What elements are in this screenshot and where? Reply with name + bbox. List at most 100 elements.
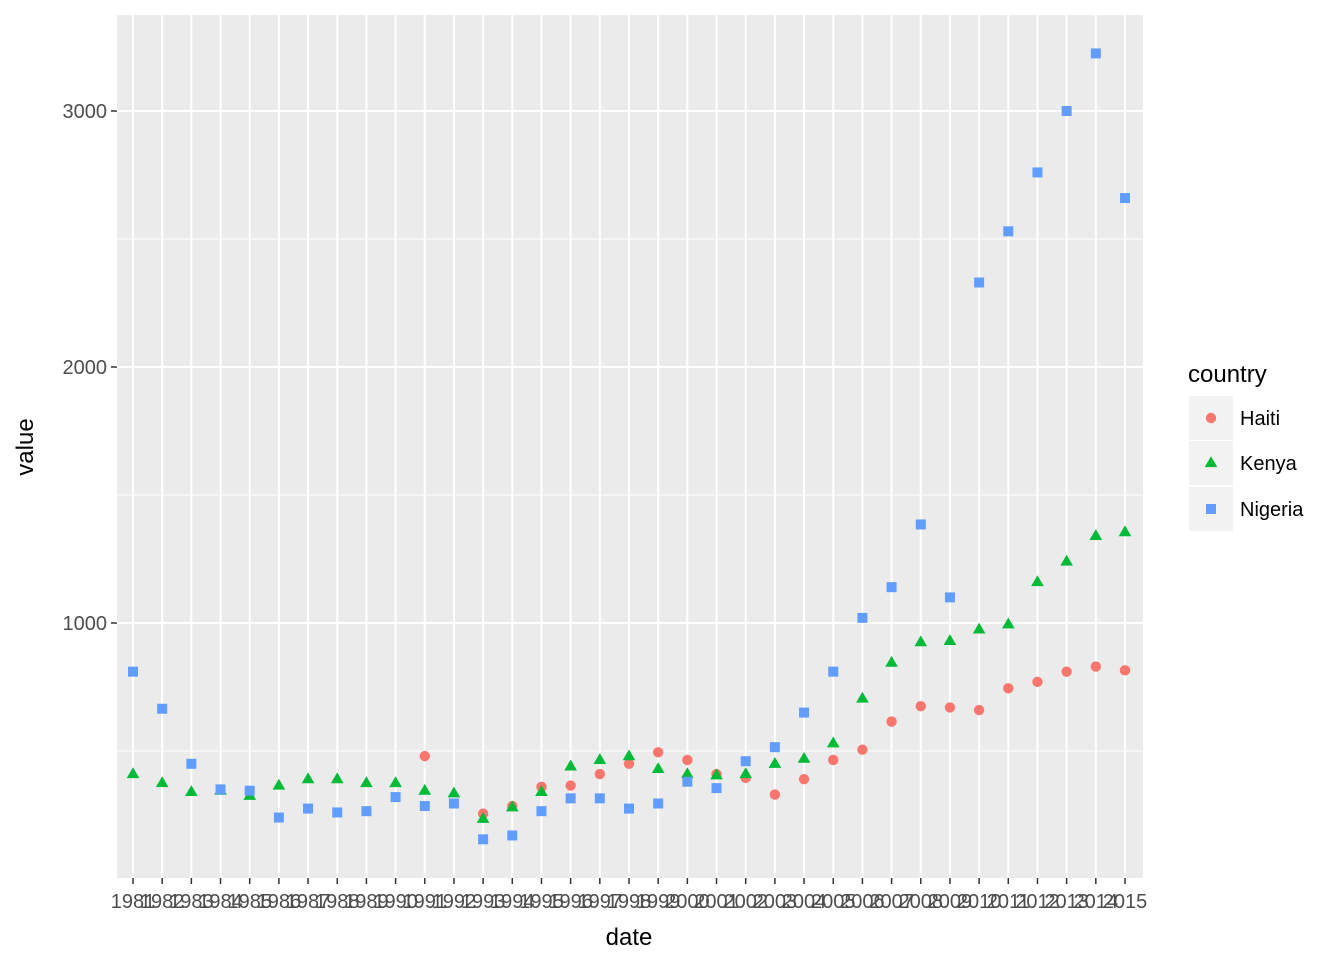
data-point-nigeria xyxy=(740,756,751,767)
data-point-kenya xyxy=(564,759,577,771)
x-tick-label: 1994 xyxy=(490,891,535,913)
plot-panel xyxy=(117,15,1143,878)
data-point-kenya xyxy=(1060,554,1073,566)
x-tick-label: 1997 xyxy=(578,891,623,913)
x-tick-label: 1985 xyxy=(227,891,272,913)
axes: 1000 2000 3000 1981198219831984198519861987… xyxy=(63,101,1148,913)
data-point-nigeria xyxy=(303,803,314,814)
data-point-haiti xyxy=(419,750,430,762)
data-point-kenya xyxy=(856,691,869,703)
data-point-nigeria xyxy=(507,830,518,841)
data-point-kenya xyxy=(476,812,490,823)
data-point-nigeria xyxy=(682,776,693,787)
x-tick-label: 1993 xyxy=(461,891,506,913)
data-point-nigeria xyxy=(944,592,955,603)
data-point-haiti xyxy=(886,716,897,727)
x-tick-label: 2011 xyxy=(987,891,1030,913)
data-point-haiti xyxy=(1032,676,1043,688)
data-point-nigeria xyxy=(594,793,605,804)
data-point-nigeria xyxy=(1090,48,1101,59)
x-tick-label: 2012 xyxy=(1015,891,1060,913)
x-tick-label: 1981 xyxy=(111,891,156,913)
data-point-kenya xyxy=(418,783,432,795)
legend-symbol-nigeria xyxy=(1206,504,1216,514)
data-point-nigeria xyxy=(915,519,926,530)
data-point-nigeria xyxy=(1061,106,1072,116)
data-point-kenya xyxy=(1089,529,1103,541)
data-point-haiti xyxy=(944,702,956,713)
data-point-kenya xyxy=(155,776,169,788)
x-tick-label: 1983 xyxy=(169,891,214,913)
data-point-haiti xyxy=(1119,665,1131,676)
x-tick-label: 2010 xyxy=(957,891,1002,913)
x-tick-label: 1991 xyxy=(403,891,448,913)
data-point-kenya xyxy=(739,767,753,779)
legend-label: Nigeria xyxy=(1240,499,1304,521)
x-tick-label: 1999 xyxy=(636,891,681,913)
data-point-nigeria xyxy=(974,277,985,288)
x-tick-label: 2014 xyxy=(1074,891,1119,913)
data-point-kenya xyxy=(535,785,548,797)
legend: country Haiti Kenya Nigeria xyxy=(1188,361,1304,531)
x-tick-label: 1996 xyxy=(548,891,593,913)
data-point-kenya xyxy=(710,768,723,780)
data-point-nigeria xyxy=(128,666,138,677)
data-point-nigeria xyxy=(828,666,839,677)
data-point-nigeria xyxy=(1003,226,1014,237)
data-points xyxy=(126,48,1132,845)
legend-label: Kenya xyxy=(1240,453,1298,475)
legend-item-haiti: Haiti xyxy=(1189,396,1280,440)
y-tick-label: 2000 xyxy=(63,357,108,379)
x-tick-label: 2008 xyxy=(899,891,944,913)
data-point-kenya xyxy=(943,634,957,645)
data-point-kenya xyxy=(593,753,607,765)
legend-title: country xyxy=(1188,361,1267,388)
data-point-haiti xyxy=(828,754,839,766)
data-point-kenya xyxy=(330,772,344,784)
data-point-kenya xyxy=(447,786,461,798)
data-point-haiti xyxy=(1090,661,1102,672)
data-point-kenya xyxy=(885,655,898,667)
x-tick-label: 2002 xyxy=(723,891,768,913)
data-point-nigeria xyxy=(419,801,430,812)
data-point-nigeria xyxy=(799,707,810,718)
data-point-nigeria xyxy=(361,806,372,817)
x-tick-label: 2004 xyxy=(782,891,827,913)
data-point-nigeria xyxy=(478,834,489,845)
legend-symbol-kenya xyxy=(1204,456,1218,468)
x-tick-label: 2007 xyxy=(869,891,914,913)
legend-label: Haiti xyxy=(1240,408,1280,430)
legend-item-nigeria: Nigeria xyxy=(1189,487,1304,531)
data-point-kenya xyxy=(797,751,811,763)
data-point-nigeria xyxy=(1120,193,1130,204)
y-tick-label: 1000 xyxy=(63,613,108,635)
data-point-kenya xyxy=(651,762,665,773)
x-axis-title: date xyxy=(606,924,653,951)
data-point-nigeria xyxy=(653,798,664,809)
x-tick-label: 1998 xyxy=(607,891,652,913)
y-tick-label: 3000 xyxy=(63,101,108,123)
data-point-nigeria xyxy=(448,798,459,809)
data-point-haiti xyxy=(652,747,664,758)
data-point-haiti xyxy=(857,744,868,755)
data-point-kenya xyxy=(914,635,928,647)
data-point-nigeria xyxy=(711,783,722,794)
x-tick-label: 1990 xyxy=(373,891,418,913)
data-point-haiti xyxy=(769,789,781,800)
data-point-haiti xyxy=(594,768,606,780)
x-tick-label: 1984 xyxy=(198,891,243,913)
data-point-nigeria xyxy=(1032,167,1043,178)
legend-symbol-haiti xyxy=(1205,412,1217,424)
data-point-nigeria xyxy=(157,703,168,714)
data-point-kenya xyxy=(360,776,373,788)
data-point-haiti xyxy=(565,780,576,791)
data-point-kenya xyxy=(389,776,402,788)
legend-item-kenya: Kenya xyxy=(1189,441,1298,485)
data-point-kenya xyxy=(505,800,519,812)
data-point-nigeria xyxy=(536,806,547,817)
series-nigeria xyxy=(128,48,1130,845)
x-tick-label: 2009 xyxy=(928,891,973,913)
data-point-nigeria xyxy=(565,793,576,804)
x-tick-label: 2001 xyxy=(694,891,739,913)
x-tick-label: 2006 xyxy=(840,891,885,913)
